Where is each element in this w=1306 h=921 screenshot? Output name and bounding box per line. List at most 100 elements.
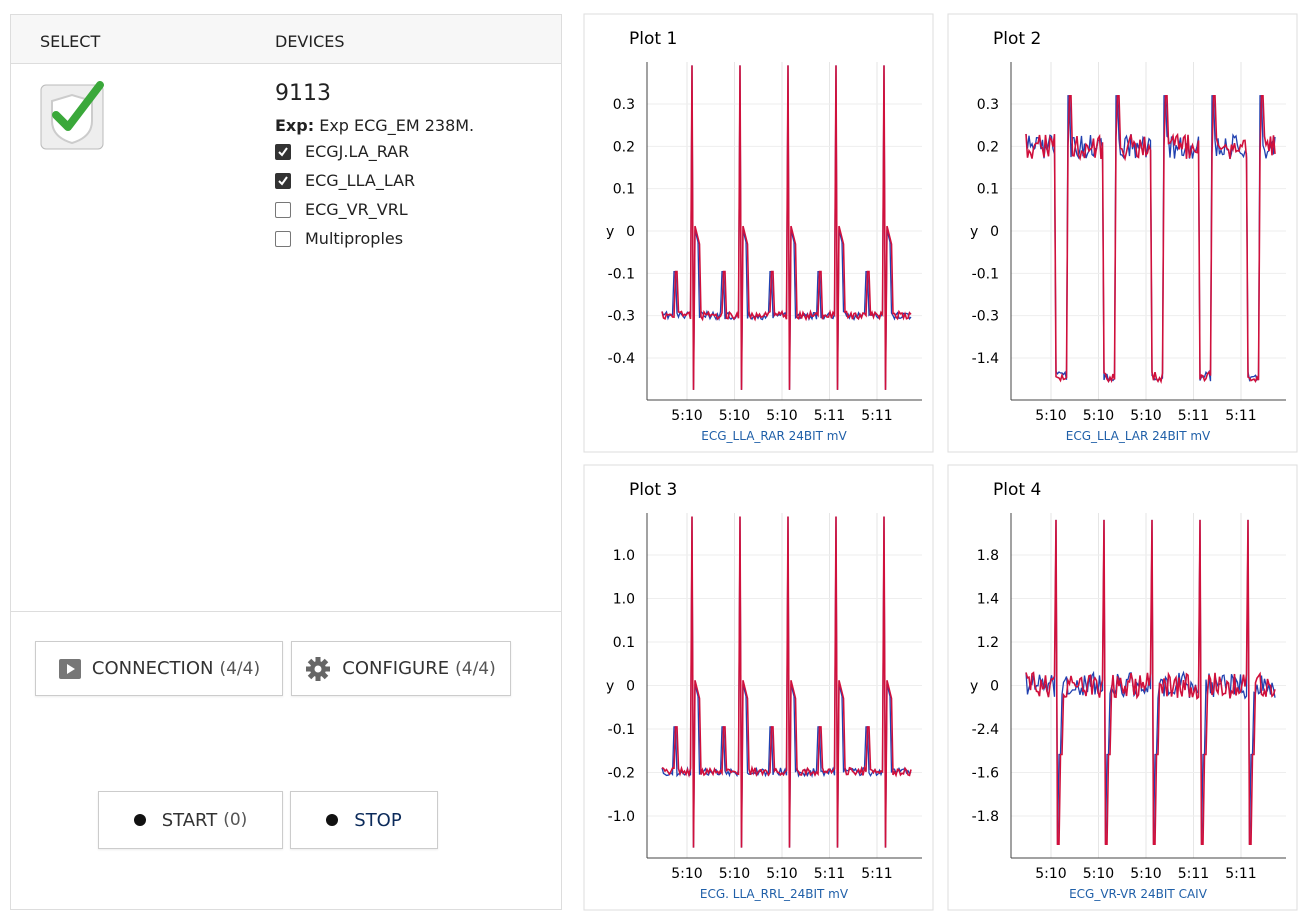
channel[interactable]: Multiproples xyxy=(275,229,403,248)
x-tick-label: 5:10 xyxy=(671,408,702,424)
select-icon[interactable] xyxy=(40,81,108,153)
y-tick-label: -1.4 xyxy=(972,351,999,367)
y-tick-label: -0.4 xyxy=(608,351,635,367)
y-tick-label: -0.1 xyxy=(972,266,999,282)
y-tick-label: -0.1 xyxy=(608,266,635,282)
channel-label: ECGJ.LA_RAR xyxy=(305,142,410,161)
dot xyxy=(326,814,339,826)
plot-panel xyxy=(583,464,934,911)
y-tick-label: 1.2 xyxy=(977,635,999,651)
checkbox[interactable] xyxy=(275,230,291,247)
x-tick-label: 5:11 xyxy=(861,408,892,424)
x-tick-label: 5:11 xyxy=(814,866,845,882)
divider xyxy=(11,611,561,612)
trace-red xyxy=(1025,519,1276,845)
y-axis-label: y xyxy=(970,679,978,695)
channel[interactable]: ECG_VR_VRL xyxy=(275,200,408,219)
button-label: STOP xyxy=(354,809,402,831)
button-count: (4/4) xyxy=(219,658,261,679)
channel-label: ECG_LLA_LAR xyxy=(305,171,416,190)
y-tick-label: 1.4 xyxy=(977,592,999,608)
channel[interactable]: ECGJ.LA_RAR xyxy=(275,142,409,161)
x-tick-label: 5:10 xyxy=(766,408,797,424)
header-bar xyxy=(11,15,561,64)
x-tick-label: 5:10 xyxy=(1083,408,1114,424)
play-icon xyxy=(58,658,81,679)
dot xyxy=(133,814,146,826)
x-tick-label: 5:10 xyxy=(719,408,750,424)
exp-label: Exp: xyxy=(275,116,315,135)
traces xyxy=(1025,95,1276,384)
y-tick-label: 1.0 xyxy=(613,548,635,564)
device-panel: SELECT DEVICES 9113 Exp: Exp ECG_EM 238M… xyxy=(10,14,562,910)
plot-panel xyxy=(583,13,934,453)
checkbox[interactable] xyxy=(275,143,291,160)
plot-title: Plot 4 xyxy=(993,480,1041,500)
y-tick-label: 1.0 xyxy=(613,592,635,608)
y-tick-label: -0.3 xyxy=(972,309,999,325)
y-tick-label: -1.0 xyxy=(608,809,635,825)
header: DEVICES xyxy=(275,32,345,51)
button-label: CONFIGURE xyxy=(342,658,450,679)
channel[interactable]: ECG_LLA_LAR xyxy=(275,171,415,190)
checkbox[interactable] xyxy=(275,201,291,218)
y-axis-label: y xyxy=(606,679,614,695)
y-tick-label: -0.3 xyxy=(608,309,635,325)
traces xyxy=(661,65,912,390)
y-tick-label: 0.3 xyxy=(977,97,999,113)
start-button[interactable]: START (0) xyxy=(98,791,283,849)
x-tick-label: 5:10 xyxy=(1083,866,1114,882)
y-tick-label: -1.6 xyxy=(972,766,999,782)
x-axis-label: ECG_VR-VR 24BIT CAIV xyxy=(1069,887,1208,901)
x-tick-label: 5:11 xyxy=(861,866,892,882)
x-tick-label: 5:10 xyxy=(719,866,750,882)
y-tick-label: -0.2 xyxy=(608,766,635,782)
configure-button[interactable]: CONFIGURE (4/4) xyxy=(291,641,511,696)
trace-red xyxy=(661,516,912,848)
y-tick-label: 0.2 xyxy=(613,139,635,155)
traces xyxy=(1025,519,1276,845)
y-tick-label: -1.8 xyxy=(972,809,999,825)
plot-panel xyxy=(947,13,1298,453)
plot-title: Plot 3 xyxy=(629,480,677,500)
y-tick-label: -0.1 xyxy=(608,722,635,738)
trace-red xyxy=(1025,95,1276,384)
x-tick-label: 5:10 xyxy=(671,866,702,882)
stop-button[interactable]: STOP xyxy=(290,791,438,849)
exp-value: Exp ECG_EM 238M. xyxy=(319,116,475,135)
x-tick-label: 5:11 xyxy=(1225,866,1256,882)
connection-button[interactable]: CONNECTION (4/4) xyxy=(35,641,283,696)
y-tick-label: -2.4 xyxy=(972,722,999,738)
x-tick-label: 5:10 xyxy=(1130,408,1161,424)
plot-title: Plot 2 xyxy=(993,29,1041,49)
y-axis-label: y xyxy=(606,224,614,240)
x-tick-label: 5:10 xyxy=(766,866,797,882)
x-tick-label: 5:10 xyxy=(1035,866,1066,882)
y-tick-label: 0 xyxy=(990,679,999,695)
x-tick-label: 5:10 xyxy=(1035,408,1066,424)
device-name: 9113 xyxy=(275,81,331,106)
channel-label: ECG_VR_VRL xyxy=(305,200,408,219)
button-label: START xyxy=(161,809,218,831)
x-axis-label: ECG. LLA_RRL_24BIT mV xyxy=(700,887,849,901)
checkbox[interactable] xyxy=(275,172,291,189)
x-tick-label: 5:11 xyxy=(814,408,845,424)
trace-red xyxy=(661,65,912,390)
y-tick-label: 0 xyxy=(626,679,635,695)
y-axis-label: y xyxy=(970,224,978,240)
y-tick-label: 0 xyxy=(626,224,635,240)
button-label: CONNECTION xyxy=(91,658,214,679)
y-tick-label: 0.1 xyxy=(613,635,635,651)
button-count: (0) xyxy=(223,810,248,830)
y-tick-label: 0.1 xyxy=(613,182,635,198)
y-tick-label: 0.3 xyxy=(613,97,635,113)
x-tick-label: 5:11 xyxy=(1178,408,1209,424)
x-axis-label: ECG_LLA_RAR 24BIT mV xyxy=(701,429,847,443)
x-tick-label: 5:11 xyxy=(1225,408,1256,424)
plot-title: Plot 1 xyxy=(629,29,677,49)
device-exp: Exp: Exp ECG_EM 238M. xyxy=(275,116,474,135)
traces xyxy=(661,516,912,848)
x-axis-label: ECG_LLA_LAR 24BIT mV xyxy=(1066,429,1211,443)
